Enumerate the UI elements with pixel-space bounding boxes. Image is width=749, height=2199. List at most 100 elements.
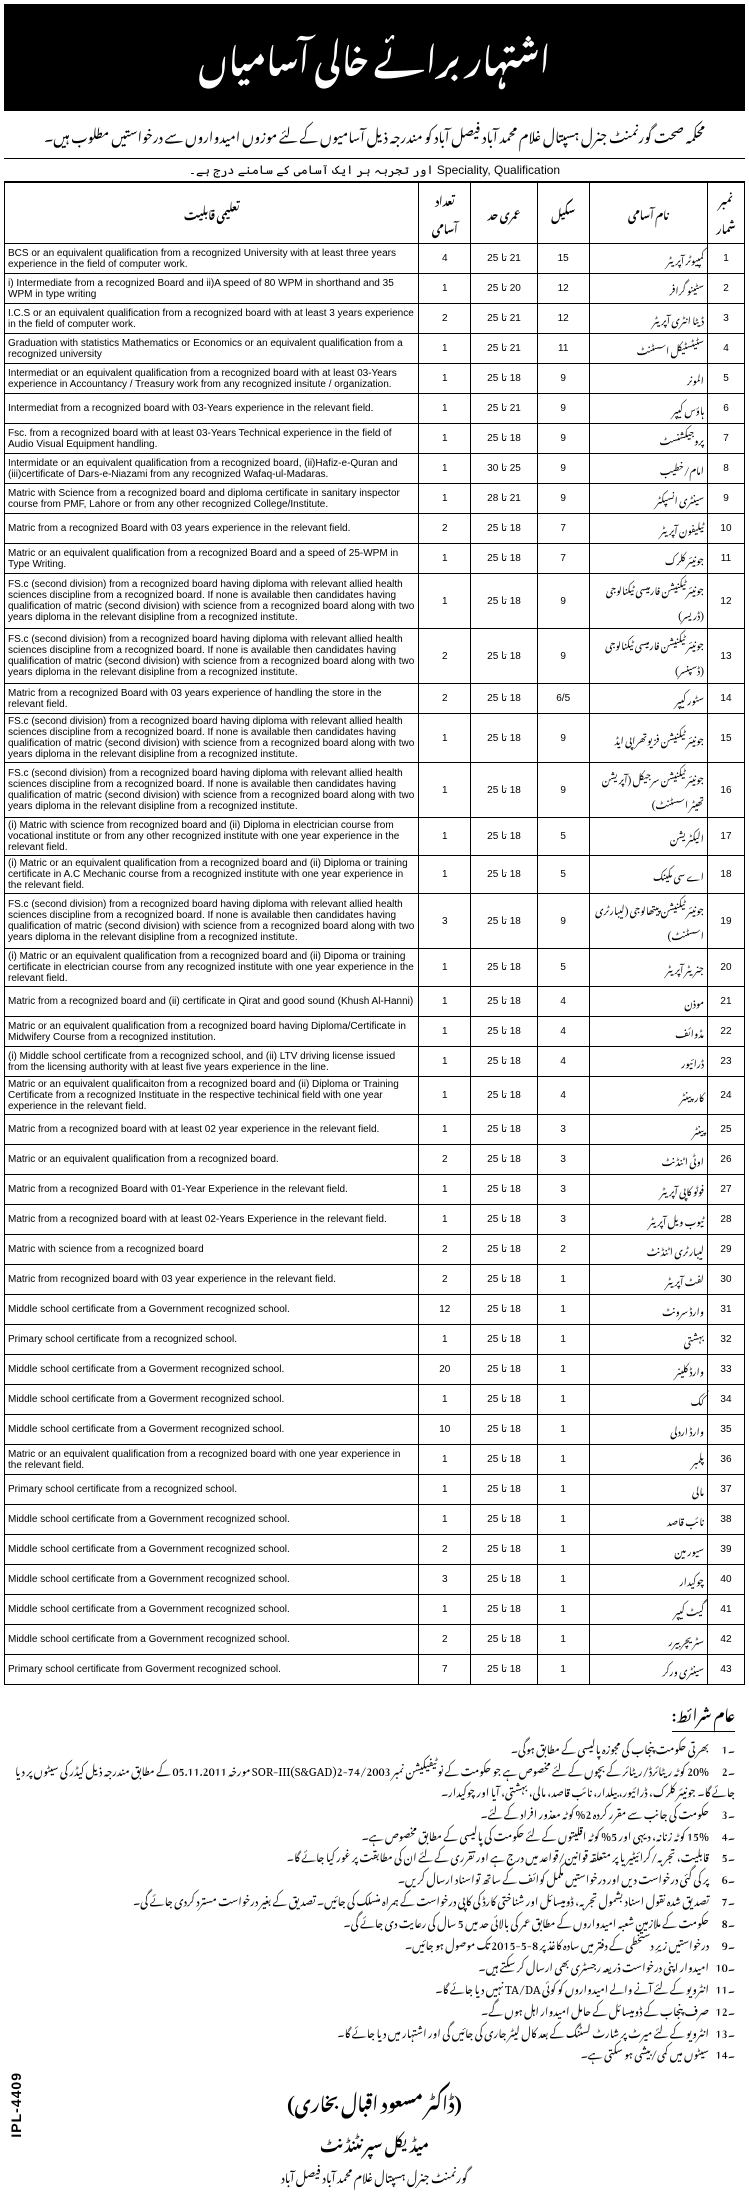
table-row: Matric from a recognized Board with 03 y… (5, 684, 745, 714)
cell-col-scale: 6/5 (537, 684, 589, 714)
cell-col-count: 2 (419, 684, 471, 714)
cell-col-count: 1 (419, 1445, 471, 1475)
cell-col-title: جونیئر ٹیکنیشن پیتھالوجی (لیبارٹری اسسٹن… (589, 894, 707, 949)
cell-col-count: 1 (419, 1385, 471, 1415)
cell-col-qual: Intermediat or an equivalent qualificati… (5, 364, 419, 394)
table-row: FS.c (second division) from a recognized… (5, 714, 745, 763)
cell-col-count: 2 (419, 1235, 471, 1265)
cell-col-no: 14 (707, 684, 744, 714)
cell-col-qual: Primary school certificate from a recogn… (5, 1325, 419, 1355)
cell-col-age: 18 تا 25 (471, 1385, 538, 1415)
cell-col-age: 18 تا 25 (471, 514, 538, 544)
cell-col-age: 18 تا 25 (471, 1625, 538, 1655)
cell-col-count: 1 (419, 1047, 471, 1077)
cell-col-age: 18 تا 25 (471, 1505, 538, 1535)
cell-col-no: 43 (707, 1655, 744, 1685)
cell-col-count: 1 (419, 818, 471, 856)
table-row: I.C.S or an equivalent qualification fro… (5, 304, 745, 334)
cell-col-count: 1 (419, 1475, 471, 1505)
cell-col-qual: I.C.S or an equivalent qualification fro… (5, 304, 419, 334)
cell-col-qual: Matric or an equivalent qualificaiton fr… (5, 1077, 419, 1115)
table-row: Middle school certificate from a Governm… (5, 1535, 745, 1565)
table-row: Matric or an equivalent qualificaiton fr… (5, 1077, 745, 1115)
cell-col-scale: 1 (537, 1595, 589, 1625)
cell-col-no: 9 (707, 484, 744, 514)
cell-col-qual: Primary school certificate from a recogn… (5, 1475, 419, 1505)
table-row: BCS or an equivalent qualification from … (5, 244, 745, 274)
cell-col-scale: 4 (537, 1017, 589, 1047)
cell-col-age: 18 تا 25 (471, 1235, 538, 1265)
table-row: Matric from a recognized Board with 03 y… (5, 514, 745, 544)
cell-col-qual: FS.c (second division) from a recognized… (5, 714, 419, 763)
cell-col-scale: 1 (537, 1385, 589, 1415)
cell-col-title: جونیئر ٹیکنیشن سرجیکل (آپریشن تھیٹر اسسٹ… (589, 763, 707, 818)
cell-col-count: 2 (419, 1535, 471, 1565)
cell-col-title: کُک (589, 1385, 707, 1415)
cell-col-no: 22 (707, 1017, 744, 1047)
cell-col-qual: Matric or an equivalent qualification fr… (5, 1017, 419, 1047)
signatory-desig: میڈیکل سپرنٹنڈنٹ (4, 2123, 745, 2161)
cell-col-age: 20 تا 25 (471, 274, 538, 304)
cell-col-count: 3 (419, 894, 471, 949)
cell-col-scale: 1 (537, 1295, 589, 1325)
cell-col-age: 18 تا 25 (471, 987, 538, 1017)
cell-col-scale: 12 (537, 274, 589, 304)
cell-col-count: 1 (419, 1325, 471, 1355)
cell-col-title: پینٹر (589, 1115, 707, 1145)
terms-heading: عام شرائط: (672, 1693, 735, 1732)
cell-col-scale: 1 (537, 1625, 589, 1655)
cell-col-age: 18 تا 25 (471, 1205, 538, 1235)
cell-col-count: 10 (419, 1415, 471, 1445)
cell-col-no: 18 (707, 856, 744, 894)
table-header-row: تعلیمی قابلیت تعداد آسامی عمری حد سکیل ن… (5, 183, 745, 244)
cell-col-no: 7 (707, 424, 744, 454)
term-item: ۔14سیٹوں میں کمی/بیشی ہو سکتی ہے۔ (14, 2042, 735, 2063)
term-item: ۔220% کوٹہ ریٹائرڈ/ریٹائر کے بچوں کے لئے… (14, 1759, 735, 1801)
cell-col-title: مالی (589, 1475, 707, 1505)
cell-col-age: 18 تا 25 (471, 763, 538, 818)
cell-col-qual: Matric from recognized board with 03 yea… (5, 1265, 419, 1295)
cell-col-scale: 3 (537, 1175, 589, 1205)
cell-col-no: 16 (707, 763, 744, 818)
cell-col-count: 1 (419, 394, 471, 424)
cell-col-no: 33 (707, 1355, 744, 1385)
cell-col-qual: FS.c (second division) from a recognized… (5, 894, 419, 949)
cell-col-title: ڈیٹا انٹری آپریٹر (589, 304, 707, 334)
cell-col-scale: 9 (537, 894, 589, 949)
table-row: FS.c (second division) from a recognized… (5, 763, 745, 818)
cell-col-count: 3 (419, 1565, 471, 1595)
cell-col-title: سیور مین (589, 1535, 707, 1565)
col-title: نام آسامی (589, 183, 707, 244)
cell-col-no: 19 (707, 894, 744, 949)
cell-col-count: 1 (419, 454, 471, 484)
table-row: FS.c (second division) from a recognized… (5, 894, 745, 949)
cell-col-qual: Matric or an equivalent qualification fr… (5, 1145, 419, 1175)
terms-list: ۔1بھرتی حکومت پنجاب کی مجوزہ پالیسی کے م… (14, 1737, 735, 2063)
cell-col-title: گیٹ کیپر (589, 1595, 707, 1625)
ipl-code: IPL-4409 (8, 2072, 24, 2138)
cell-col-age: 21 تا 25 (471, 394, 538, 424)
banner-title: اشتہار برائے خالی آسامیاں (4, 4, 745, 111)
cell-col-qual: (i) Matric with science from recognized … (5, 818, 419, 856)
cell-col-qual: Intermediat from a recognized board with… (5, 394, 419, 424)
table-row: Middle school certificate from a Governm… (5, 1505, 745, 1535)
cell-col-title: سٹیٹسٹیکل اسسٹنٹ (589, 334, 707, 364)
cell-col-no: 38 (707, 1505, 744, 1535)
cell-col-qual: Graduation with statistics Mathematics o… (5, 334, 419, 364)
cell-col-scale: 9 (537, 574, 589, 629)
table-row: (i) Matric with science from recognized … (5, 818, 745, 856)
cell-col-title: لیبارٹری اٹنڈنٹ (589, 1235, 707, 1265)
signatory-loc: گورنمنٹ جنرل ہسپتال غلام محمد آباد فیصل … (4, 2161, 745, 2191)
table-row: Matric with Science from a recognized bo… (5, 484, 745, 514)
cell-col-scale: 9 (537, 364, 589, 394)
cell-col-age: 18 تا 25 (471, 1077, 538, 1115)
cell-col-qual: Middle school certificate from a Goverme… (5, 1415, 419, 1445)
cell-col-scale: 1 (537, 1535, 589, 1565)
cell-col-scale: 7 (537, 514, 589, 544)
table-row: Matric from a recognized board with at l… (5, 1115, 745, 1145)
col-qual: تعلیمی قابلیت (5, 183, 419, 244)
col-age: عمری حد (471, 183, 538, 244)
cell-col-title: الیکٹریشن (589, 818, 707, 856)
cell-col-scale: 9 (537, 629, 589, 684)
table-row: (i) Matric or an equivalent qualificatio… (5, 949, 745, 987)
